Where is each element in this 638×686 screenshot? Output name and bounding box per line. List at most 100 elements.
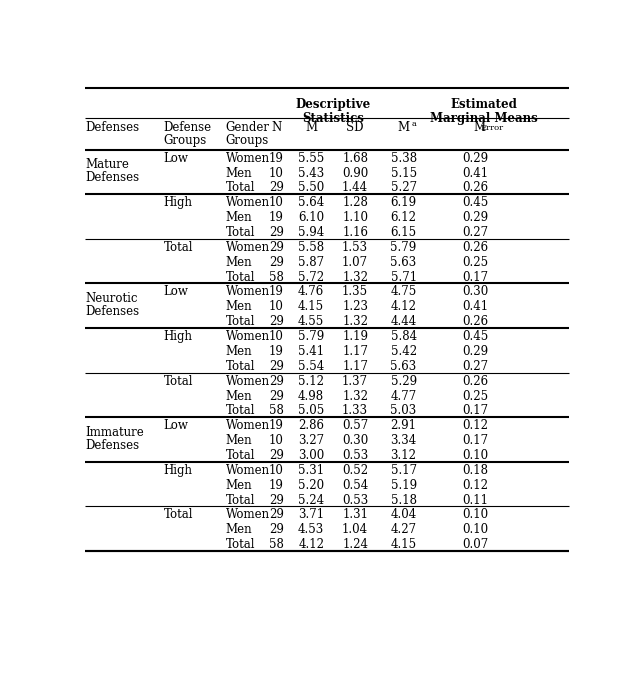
Text: 5.63: 5.63 bbox=[390, 256, 417, 269]
Text: 0.57: 0.57 bbox=[342, 419, 368, 432]
Text: 0.10: 0.10 bbox=[463, 449, 488, 462]
Text: 1.07: 1.07 bbox=[342, 256, 368, 269]
Text: 0.27: 0.27 bbox=[463, 359, 488, 372]
Text: 2.86: 2.86 bbox=[298, 419, 324, 432]
Text: 19: 19 bbox=[269, 419, 284, 432]
Text: 5.79: 5.79 bbox=[390, 241, 417, 254]
Text: 0.53: 0.53 bbox=[342, 493, 368, 506]
Text: Women: Women bbox=[226, 508, 270, 521]
Text: Men: Men bbox=[226, 211, 252, 224]
Text: 5.43: 5.43 bbox=[298, 167, 324, 180]
Text: 1.32: 1.32 bbox=[342, 315, 368, 328]
Text: Total: Total bbox=[164, 375, 193, 388]
Text: Men: Men bbox=[226, 256, 252, 269]
Text: 0.90: 0.90 bbox=[342, 167, 368, 180]
Text: 0.30: 0.30 bbox=[342, 434, 368, 447]
Text: Total: Total bbox=[226, 449, 255, 462]
Text: 5.64: 5.64 bbox=[298, 196, 324, 209]
Text: Men: Men bbox=[226, 300, 252, 314]
Text: 4.15: 4.15 bbox=[298, 300, 324, 314]
Text: 1.32: 1.32 bbox=[342, 270, 368, 283]
Text: Women: Women bbox=[226, 241, 270, 254]
Text: 6.15: 6.15 bbox=[390, 226, 417, 239]
Text: 1.10: 1.10 bbox=[342, 211, 368, 224]
Text: SD: SD bbox=[346, 121, 364, 134]
Text: 3.27: 3.27 bbox=[298, 434, 324, 447]
Text: Women: Women bbox=[226, 419, 270, 432]
Text: Men: Men bbox=[226, 345, 252, 358]
Text: 4.98: 4.98 bbox=[298, 390, 324, 403]
Text: 19: 19 bbox=[269, 479, 284, 492]
Text: 4.12: 4.12 bbox=[390, 300, 417, 314]
Text: Marginal Means: Marginal Means bbox=[431, 112, 538, 125]
Text: 10: 10 bbox=[269, 167, 284, 180]
Text: 0.11: 0.11 bbox=[463, 493, 488, 506]
Text: 5.05: 5.05 bbox=[298, 404, 324, 417]
Text: 19: 19 bbox=[269, 211, 284, 224]
Text: 29: 29 bbox=[269, 390, 284, 403]
Text: 1.68: 1.68 bbox=[342, 152, 368, 165]
Text: 19: 19 bbox=[269, 152, 284, 165]
Text: Gender: Gender bbox=[226, 121, 270, 134]
Text: 5.54: 5.54 bbox=[298, 359, 324, 372]
Text: 58: 58 bbox=[269, 404, 284, 417]
Text: High: High bbox=[164, 464, 193, 477]
Text: Total: Total bbox=[226, 359, 255, 372]
Text: 1.28: 1.28 bbox=[342, 196, 368, 209]
Text: 2.91: 2.91 bbox=[390, 419, 417, 432]
Text: 0.41: 0.41 bbox=[463, 167, 488, 180]
Text: 0.27: 0.27 bbox=[463, 226, 488, 239]
Text: Men: Men bbox=[226, 390, 252, 403]
Text: 58: 58 bbox=[269, 270, 284, 283]
Text: Men: Men bbox=[226, 523, 252, 536]
Text: M: M bbox=[397, 121, 410, 134]
Text: 6.19: 6.19 bbox=[390, 196, 417, 209]
Text: 0.29: 0.29 bbox=[463, 152, 488, 165]
Text: Neurotic: Neurotic bbox=[85, 292, 138, 305]
Text: 1.17: 1.17 bbox=[342, 345, 368, 358]
Text: 5.38: 5.38 bbox=[390, 152, 417, 165]
Text: High: High bbox=[164, 330, 193, 343]
Text: 0.10: 0.10 bbox=[463, 508, 488, 521]
Text: Defenses: Defenses bbox=[85, 121, 140, 134]
Text: 0.17: 0.17 bbox=[463, 434, 488, 447]
Text: 29: 29 bbox=[269, 241, 284, 254]
Text: Error: Error bbox=[481, 124, 504, 132]
Text: 29: 29 bbox=[269, 449, 284, 462]
Text: 1.31: 1.31 bbox=[342, 508, 368, 521]
Text: 3.00: 3.00 bbox=[298, 449, 324, 462]
Text: 0.07: 0.07 bbox=[462, 538, 489, 551]
Text: 0.54: 0.54 bbox=[342, 479, 368, 492]
Text: 29: 29 bbox=[269, 315, 284, 328]
Text: 1.53: 1.53 bbox=[342, 241, 368, 254]
Text: Defenses: Defenses bbox=[85, 439, 140, 452]
Text: Groups: Groups bbox=[164, 134, 207, 147]
Text: 0.17: 0.17 bbox=[463, 270, 488, 283]
Text: 5.19: 5.19 bbox=[390, 479, 417, 492]
Text: 0.25: 0.25 bbox=[463, 390, 488, 403]
Text: 1.19: 1.19 bbox=[342, 330, 368, 343]
Text: 5.03: 5.03 bbox=[390, 404, 417, 417]
Text: Low: Low bbox=[164, 285, 189, 298]
Text: 29: 29 bbox=[269, 182, 284, 194]
Text: M: M bbox=[473, 121, 485, 134]
Text: Men: Men bbox=[226, 434, 252, 447]
Text: 29: 29 bbox=[269, 256, 284, 269]
Text: 29: 29 bbox=[269, 375, 284, 388]
Text: 4.53: 4.53 bbox=[298, 523, 324, 536]
Text: M: M bbox=[305, 121, 317, 134]
Text: 4.77: 4.77 bbox=[390, 390, 417, 403]
Text: 0.12: 0.12 bbox=[463, 419, 488, 432]
Text: 1.33: 1.33 bbox=[342, 404, 368, 417]
Text: Women: Women bbox=[226, 285, 270, 298]
Text: 0.26: 0.26 bbox=[463, 182, 488, 194]
Text: 29: 29 bbox=[269, 226, 284, 239]
Text: 5.50: 5.50 bbox=[298, 182, 324, 194]
Text: 4.15: 4.15 bbox=[390, 538, 417, 551]
Text: 5.12: 5.12 bbox=[298, 375, 324, 388]
Text: 0.52: 0.52 bbox=[342, 464, 368, 477]
Text: 10: 10 bbox=[269, 196, 284, 209]
Text: 19: 19 bbox=[269, 285, 284, 298]
Text: 0.30: 0.30 bbox=[462, 285, 489, 298]
Text: 0.45: 0.45 bbox=[462, 330, 489, 343]
